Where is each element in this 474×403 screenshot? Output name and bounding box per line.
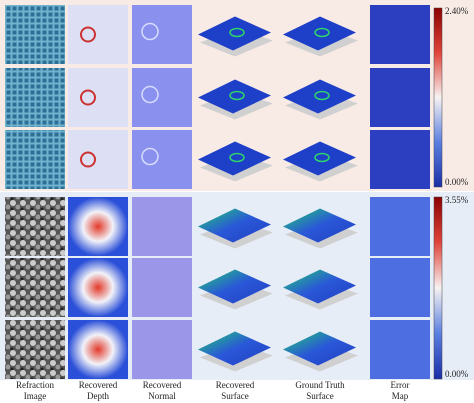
column-label: Recovered	[216, 380, 255, 390]
recovered-surface	[198, 79, 271, 114]
ground-truth-surface	[283, 208, 356, 243]
column-label: Recovered	[143, 380, 182, 390]
normal-ring	[141, 85, 159, 104]
column-label: Image	[24, 391, 47, 401]
column-label: Depth	[87, 391, 109, 401]
refraction-image	[5, 320, 65, 379]
column-label: Ground Truth	[295, 380, 345, 390]
depth-map	[68, 197, 128, 256]
column-label: Normal	[148, 391, 176, 401]
error-map	[370, 68, 430, 127]
recovered-surface-feature	[229, 152, 245, 163]
refraction-image	[5, 258, 65, 317]
column-label: Surface	[221, 391, 248, 401]
recovered-surface	[198, 208, 271, 243]
normal-map	[132, 197, 192, 256]
colorbar	[433, 7, 443, 188]
column-label: Error	[391, 380, 410, 390]
depth-map	[68, 258, 128, 317]
normal-map	[132, 320, 192, 379]
refraction-image	[5, 68, 65, 127]
normal-map	[132, 130, 192, 189]
ground-truth-surface	[283, 16, 356, 51]
ground-truth-surface-feature	[314, 27, 330, 38]
ground-truth-surface	[283, 331, 356, 366]
column-label: Map	[392, 391, 409, 401]
column-label: Surface	[306, 391, 333, 401]
depth-map	[68, 5, 128, 64]
recovered-surface	[198, 16, 271, 51]
depth-map	[68, 320, 128, 379]
depth-ring	[80, 151, 96, 168]
column-label: Recovered	[79, 380, 118, 390]
colorbar-min: 0.00%	[445, 177, 469, 187]
error-map	[370, 320, 430, 379]
ground-truth-surface	[283, 79, 356, 114]
depth-map	[68, 130, 128, 189]
colorbar-min: 0.00%	[445, 369, 469, 379]
error-map	[370, 5, 430, 64]
normal-map	[132, 68, 192, 127]
depth-ring	[80, 89, 96, 106]
depth-map	[68, 68, 128, 127]
error-map	[370, 130, 430, 189]
normal-ring	[141, 22, 159, 41]
ground-truth-surface-feature	[314, 152, 330, 163]
recovered-surface	[198, 141, 271, 176]
recovered-surface-feature	[229, 90, 245, 101]
error-map	[370, 258, 430, 317]
normal-ring	[141, 147, 159, 166]
recovered-surface	[198, 269, 271, 304]
refraction-image	[5, 197, 65, 256]
recovered-surface	[198, 331, 271, 366]
colorbar-max: 2.40%	[445, 6, 469, 16]
error-map	[370, 197, 430, 256]
ground-truth-surface	[283, 141, 356, 176]
normal-map	[132, 258, 192, 317]
normal-map	[132, 5, 192, 64]
ground-truth-surface-feature	[314, 90, 330, 101]
column-label: Refraction	[16, 380, 54, 390]
colorbar-max: 3.55%	[445, 195, 469, 205]
refraction-image	[5, 130, 65, 189]
refraction-image	[5, 5, 65, 64]
recovered-surface-feature	[229, 27, 245, 38]
colorbar	[433, 196, 443, 380]
ground-truth-surface	[283, 269, 356, 304]
depth-ring	[80, 26, 96, 43]
